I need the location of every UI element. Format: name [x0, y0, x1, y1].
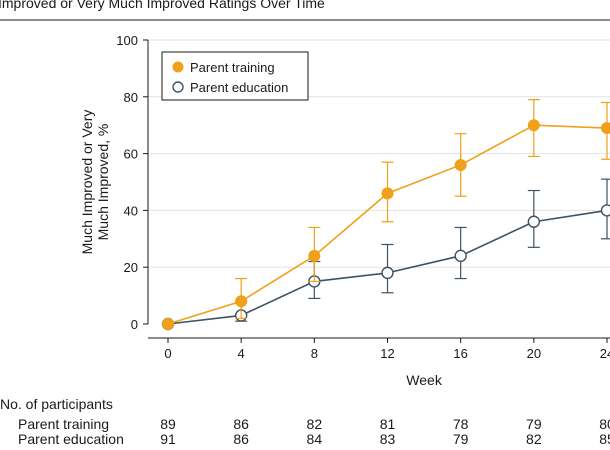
- data-point: [381, 187, 394, 200]
- data-point: [527, 119, 540, 132]
- legend-box: [161, 51, 309, 101]
- y-axis-title-line-2: Much Improved, %: [95, 124, 111, 241]
- y-tick-label-0: 0: [131, 317, 138, 332]
- participants-count: 81: [380, 416, 396, 432]
- data-point: [162, 318, 174, 330]
- participants-count: 79: [526, 416, 542, 432]
- participants-row-label: Parent education: [18, 431, 124, 447]
- participants-count: 85: [599, 431, 610, 447]
- x-tick-label-12: 12: [380, 346, 394, 361]
- series-parent-education: [161, 178, 610, 331]
- participants-count: 91: [160, 431, 176, 447]
- x-tick-label-4: 4: [238, 346, 245, 361]
- y-tick-label-40: 40: [124, 203, 138, 218]
- y-axis-title-line-1: Much Improved or Very: [79, 110, 95, 255]
- x-tick-label-24: 24: [600, 346, 610, 361]
- y-tick-label-20: 20: [124, 260, 138, 275]
- data-point: [454, 249, 467, 263]
- participants-row-label: Parent training: [18, 416, 109, 432]
- x-tick-label-8: 8: [311, 346, 318, 361]
- participants-count: 80: [599, 416, 610, 432]
- header-caption: Improved or Very Much Improved Ratings O…: [0, 0, 325, 11]
- participants-count: 86: [233, 431, 249, 447]
- y-tick-label-80: 80: [124, 90, 138, 105]
- data-point: [308, 249, 321, 262]
- legend-label: Parent training: [190, 60, 275, 75]
- data-point: [527, 215, 541, 228]
- series-parent-training: [162, 99, 610, 330]
- x-tick-label-20: 20: [527, 346, 541, 361]
- y-tick-label-60: 60: [124, 147, 138, 162]
- legend-label: Parent education: [190, 80, 288, 95]
- x-tick-label-0: 0: [164, 346, 171, 361]
- figure-caption: Improved or Very Much Improved Ratings O…: [0, 0, 325, 11]
- legend-item-parent-education: Parent education: [172, 80, 288, 95]
- x-axis-ticks: 0 4 8 12 16 20 24: [164, 338, 610, 361]
- series-layer: [161, 99, 610, 331]
- y-tick-label-100: 100: [116, 33, 138, 48]
- legend-marker: [172, 61, 184, 73]
- participants-row-parent-training: Parent training 89 86 82 81 78 79 80: [18, 416, 610, 432]
- legend: Parent training Parent education: [161, 51, 309, 101]
- participants-count: 84: [307, 431, 323, 447]
- data-point: [381, 266, 394, 280]
- series-line: [167, 124, 608, 325]
- data-point: [454, 158, 467, 171]
- participants-count: 83: [380, 431, 396, 447]
- participants-count: 89: [160, 416, 176, 432]
- participants-count: 79: [453, 431, 469, 447]
- x-tick-label-16: 16: [453, 346, 467, 361]
- legend-item-parent-training: Parent training: [172, 60, 275, 75]
- participants-count: 86: [233, 416, 249, 432]
- x-axis-title: Week: [406, 372, 443, 388]
- data-point: [601, 122, 610, 135]
- plot-area: 0 20 40 60 80 100 0 4 8 12 16 20 24: [116, 33, 610, 361]
- legend-marker: [172, 81, 184, 93]
- participants-count: 78: [453, 416, 469, 432]
- participants-title: No. of participants: [0, 396, 113, 412]
- y-axis-ticks: 0 20 40 60 80 100: [116, 33, 148, 332]
- participants-row-parent-education: Parent education 91 86 84 83 79 82 85: [18, 431, 610, 447]
- data-point: [235, 295, 248, 308]
- participants-count: 82: [526, 431, 542, 447]
- data-point: [600, 204, 610, 217]
- participants-count: 82: [307, 416, 323, 432]
- participants-table: No. of participants Parent training 89 86 8…: [0, 396, 610, 447]
